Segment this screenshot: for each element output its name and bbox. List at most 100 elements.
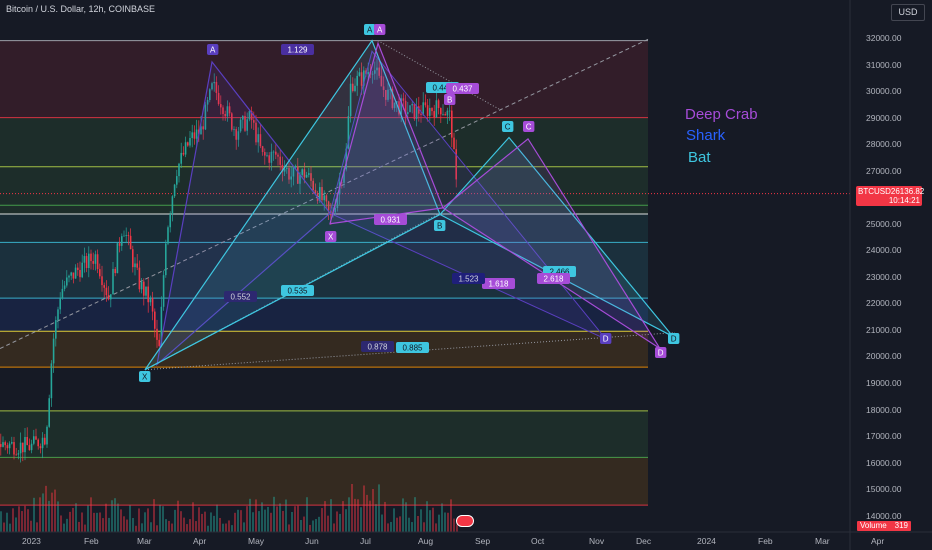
candle-body (85, 256, 88, 268)
volume-bar (237, 509, 239, 532)
symbol-title: Bitcoin / U.S. Dollar, 12h, COINBASE (6, 4, 156, 14)
currency-button[interactable]: USD (891, 4, 925, 21)
crab-ratio-xd: 1.618 (488, 280, 509, 289)
volume-bar (204, 511, 206, 532)
volume-bar (441, 503, 443, 532)
candle-body (147, 286, 149, 303)
legend-bat: Bat (688, 149, 711, 166)
volume-bar (129, 505, 131, 532)
bat-ratio-ac: 0.446 (432, 84, 453, 93)
crab-ratio-bd-bg (537, 273, 570, 284)
volume-bar (27, 509, 29, 532)
candle-body (61, 288, 64, 299)
volume-bar (132, 517, 134, 532)
candle-body (253, 120, 255, 123)
volume-bar (72, 507, 74, 532)
crab-point-b: B (447, 96, 452, 105)
candle-body (92, 261, 94, 264)
bat-point-x: X (142, 373, 148, 382)
price-tick: 24000.00 (866, 245, 902, 256)
candle-body (272, 151, 275, 153)
candle-body (88, 253, 90, 268)
candle-body (55, 320, 57, 339)
shark-point-a: A (210, 46, 216, 55)
candle-body (385, 89, 387, 100)
price-tick: 28000.00 (866, 139, 902, 150)
candle-body (374, 70, 376, 74)
candle-body (180, 152, 182, 164)
volume-bar (156, 525, 158, 532)
candle-body (79, 270, 81, 278)
volume-bar (396, 517, 398, 532)
volume-bar (339, 513, 341, 532)
zone-rect (0, 298, 648, 332)
volume-bar (273, 496, 275, 532)
price-axis[interactable]: 32000.00 31000.00 30000.00 29000.00 28000.00… (850, 0, 932, 532)
candle-body (57, 309, 59, 321)
candle-body (279, 156, 281, 165)
volume-bar (363, 485, 365, 532)
volume-bar (405, 502, 407, 532)
volume-bar (387, 523, 389, 532)
candle-body (81, 262, 83, 278)
candle-body (270, 151, 273, 163)
volume-bar (189, 519, 191, 532)
candle-body (367, 72, 369, 75)
volume-bar (165, 519, 167, 532)
volume-bar (174, 509, 176, 532)
price-tick: 27000.00 (866, 165, 902, 176)
volume-bar (201, 513, 203, 532)
candle-body (237, 131, 240, 140)
volume-bar (90, 497, 92, 532)
candle-body (292, 167, 295, 177)
crab-ratio-ac-bg (446, 83, 479, 94)
candle-body (11, 442, 13, 444)
candle-body (151, 297, 154, 312)
crab-point-d-bg (655, 347, 667, 358)
price-tick: 23000.00 (866, 271, 902, 282)
price-tick: 25000.00 (866, 218, 902, 229)
volume-bar (117, 503, 119, 532)
time-tick: Feb (84, 536, 99, 546)
candle-body (169, 214, 171, 228)
volume-bar (234, 512, 236, 532)
volume-bar (102, 518, 104, 532)
volume-bar (24, 505, 26, 532)
bat-point-c-bg (502, 121, 514, 132)
volume-bar (144, 512, 146, 532)
event-flag-icon[interactable] (456, 515, 474, 527)
candle-body (327, 201, 330, 211)
volume-bar (36, 522, 38, 532)
volume-bar (375, 504, 377, 532)
volume-bar (420, 509, 422, 532)
volume-bar (99, 512, 101, 532)
time-axis[interactable]: 2023 Feb Mar Apr May Jun Jul Aug Sep Oct Nov Dec 202… (0, 532, 884, 550)
candle-body (239, 119, 242, 132)
volume-bar (423, 522, 425, 532)
candle-body (244, 115, 246, 131)
candle-body (30, 443, 33, 451)
candle-body (206, 100, 209, 105)
volume-bar (168, 520, 170, 532)
volume-bar (195, 521, 197, 532)
candle-body (145, 286, 147, 296)
volume-bar (48, 500, 50, 532)
price-tick: 19000.00 (866, 378, 902, 389)
volume-bar (348, 497, 350, 532)
candle-body (52, 338, 55, 364)
volume-bar (426, 501, 428, 532)
candle-body (435, 100, 438, 118)
bat-ratio-xd-bg (396, 342, 429, 353)
volume-bar (330, 499, 332, 532)
candle-body (325, 195, 328, 202)
candle-body (360, 72, 363, 86)
candle-body (202, 126, 204, 130)
volume-bar (399, 516, 401, 532)
candle-body (121, 236, 123, 246)
candle-body (8, 443, 11, 449)
candle-body (149, 297, 152, 303)
volume-bar (252, 512, 254, 532)
time-tick: 2023 (22, 536, 41, 546)
volume-bar (60, 515, 62, 532)
